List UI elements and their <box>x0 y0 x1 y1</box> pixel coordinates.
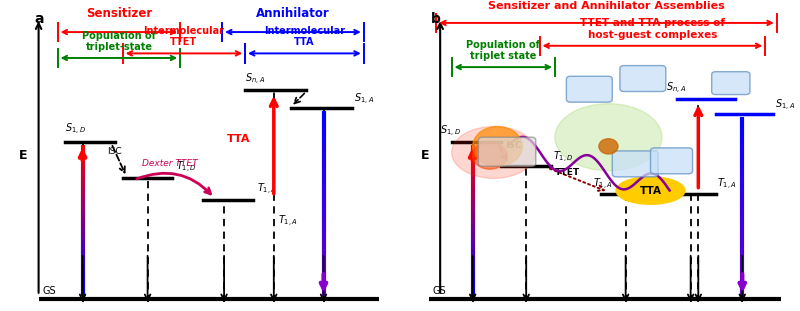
Circle shape <box>473 127 522 166</box>
Text: E: E <box>19 149 27 162</box>
Text: $S_{n,A}$: $S_{n,A}$ <box>666 81 686 96</box>
Text: GS: GS <box>42 286 56 296</box>
Text: TTET and TTA process of
host-guest complexes: TTET and TTA process of host-guest compl… <box>580 18 725 40</box>
Text: Population of
triplet state: Population of triplet state <box>466 40 540 61</box>
Text: $T_{1,D}$: $T_{1,D}$ <box>553 150 574 165</box>
FancyBboxPatch shape <box>612 151 658 177</box>
Text: TTA: TTA <box>639 186 662 196</box>
Text: Dexter TTET: Dexter TTET <box>142 159 198 168</box>
Text: $T_{1,A}$: $T_{1,A}$ <box>257 182 277 197</box>
Text: Sensitizer: Sensitizer <box>86 7 152 20</box>
Text: $T_{1,D}$: $T_{1,D}$ <box>176 160 197 175</box>
Ellipse shape <box>452 127 536 178</box>
FancyBboxPatch shape <box>478 137 536 166</box>
FancyBboxPatch shape <box>620 66 666 91</box>
FancyBboxPatch shape <box>566 76 612 102</box>
FancyBboxPatch shape <box>650 148 693 174</box>
Ellipse shape <box>555 104 662 171</box>
Text: TTET: TTET <box>555 168 580 177</box>
Text: Sensitizer and Annihilator Assemblies: Sensitizer and Annihilator Assemblies <box>488 1 725 11</box>
Text: TTA: TTA <box>227 134 251 144</box>
Text: a: a <box>34 12 44 26</box>
Circle shape <box>599 139 618 154</box>
FancyBboxPatch shape <box>712 72 750 95</box>
Text: GS: GS <box>433 286 446 296</box>
Text: $T_{1,A}$: $T_{1,A}$ <box>593 177 613 192</box>
Text: $T_{1,A}$: $T_{1,A}$ <box>718 177 738 192</box>
Text: Population of
triplet-state: Population of triplet-state <box>82 31 156 52</box>
Text: $T_{1,A}$: $T_{1,A}$ <box>278 214 298 229</box>
Text: E: E <box>421 149 429 162</box>
Text: Intermolecular
TTET: Intermolecular TTET <box>143 26 225 47</box>
Ellipse shape <box>616 177 685 204</box>
Text: b: b <box>430 12 441 26</box>
Text: $S_{1,A}$: $S_{1,A}$ <box>354 92 374 107</box>
Text: ISC: ISC <box>107 147 122 156</box>
Text: Intermolecular
TTA: Intermolecular TTA <box>264 26 345 47</box>
Text: $S_{n,A}$: $S_{n,A}$ <box>245 72 266 87</box>
Text: $S_{1,D}$: $S_{1,D}$ <box>440 124 461 139</box>
Circle shape <box>473 142 507 169</box>
Text: Annihilator: Annihilator <box>256 7 330 20</box>
Text: ISC: ISC <box>505 141 522 150</box>
Text: $S_{1,D}$: $S_{1,D}$ <box>66 122 86 137</box>
Text: $S_{1,A}$: $S_{1,A}$ <box>774 98 795 113</box>
